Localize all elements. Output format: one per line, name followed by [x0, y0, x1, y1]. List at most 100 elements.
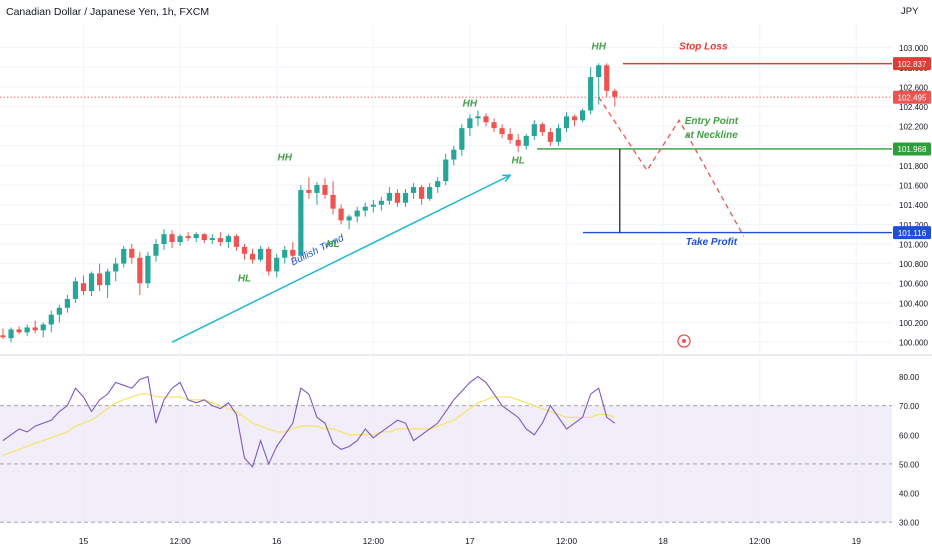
annotation-label: Stop Loss	[679, 42, 728, 53]
candle-body	[402, 192, 409, 203]
candle-body	[394, 192, 401, 203]
candle-body	[378, 200, 384, 205]
price-tick-label: 102.600	[899, 83, 928, 92]
candle-body	[596, 65, 602, 78]
current-price-label: 102.495	[898, 93, 927, 102]
price-tag	[893, 226, 931, 240]
price-tick-label: 102.200	[899, 123, 928, 132]
time-tick-label: 19	[852, 536, 862, 546]
target-marker-dot	[682, 339, 686, 343]
candle-body	[475, 116, 481, 119]
price-tag-label: 101.968	[898, 145, 927, 154]
price-tick-label: 101.600	[899, 182, 928, 191]
candle-body	[539, 124, 545, 133]
candle-body	[604, 65, 610, 91]
candle-body	[515, 139, 521, 146]
price-tag	[893, 90, 931, 104]
candle-body	[137, 257, 143, 284]
price-tag-label: 101.116	[898, 229, 927, 238]
candle-body	[177, 236, 183, 243]
axes: 103.000102.800102.600102.400102.200102.0…	[79, 44, 931, 546]
candle-body	[354, 210, 360, 217]
price-tick-label: 103.000	[899, 44, 928, 53]
time-tick-label: 12:00	[556, 536, 578, 546]
chart-title: Canadian Dollar / Japanese Yen, 1h, FXCM	[6, 6, 209, 18]
candle-body	[258, 248, 264, 260]
candle-body	[547, 132, 553, 142]
candle-body	[97, 273, 103, 286]
candle-body	[32, 327, 38, 331]
candle-body	[153, 243, 159, 256]
price-tick-label: 101.200	[899, 221, 928, 230]
candle-body	[249, 253, 256, 260]
candle-body	[282, 249, 288, 258]
candle-body	[72, 281, 79, 299]
price-tag-label: 102.837	[898, 60, 927, 69]
candle-body	[241, 246, 248, 254]
candle-body	[266, 248, 272, 272]
candle-body	[64, 298, 70, 308]
candle-body	[16, 329, 22, 333]
price-tag	[893, 142, 931, 156]
candle-body	[129, 248, 135, 258]
time-tick-label: 18	[658, 536, 668, 546]
candle-body	[507, 134, 513, 140]
annotation-label: HL	[238, 273, 251, 284]
time-tick-label: 12:00	[363, 536, 385, 546]
candle-body	[48, 314, 54, 325]
candle-body	[443, 159, 449, 182]
candles	[0, 63, 618, 343]
currency-label: JPY	[901, 6, 919, 17]
annotation-label: HL	[326, 239, 339, 250]
price-tick-label: 100.200	[899, 319, 928, 328]
candle-body	[588, 77, 594, 111]
price-tick-label: 100.000	[899, 339, 928, 348]
candle-body	[555, 128, 562, 142]
price-tick-label: 101.400	[899, 201, 928, 210]
candle-body	[105, 271, 111, 286]
candle-body	[274, 257, 280, 272]
candle-body	[563, 116, 570, 129]
candle-body	[330, 194, 336, 209]
candle-body	[201, 234, 207, 241]
annotation-label: HH	[278, 153, 293, 164]
target-marker	[677, 334, 691, 348]
candle-body	[314, 185, 320, 193]
rsi-tick-label: 50.00	[899, 460, 920, 469]
rsi-tick-label: 40.00	[899, 490, 920, 499]
candle-body	[209, 238, 215, 241]
trend-line	[171, 174, 511, 343]
annotation-label: HH	[463, 99, 478, 110]
annotation-label: Take Profit	[686, 237, 738, 248]
annotation-label: HH	[591, 42, 606, 53]
candle-body	[531, 124, 537, 136]
rsi-ma-line	[2, 393, 615, 456]
candle-body	[467, 118, 473, 129]
candle-body	[435, 181, 441, 188]
rsi-tick-label: 30.00	[899, 519, 920, 528]
rsi-panel	[0, 375, 892, 523]
candle-body	[346, 216, 352, 221]
annotation-label: Entry Point	[685, 116, 739, 127]
candle-body	[451, 149, 457, 160]
candle-body	[362, 206, 368, 211]
rsi-tick-label: 70.00	[899, 402, 920, 411]
rsi-line	[2, 375, 616, 468]
candle-body	[24, 327, 30, 333]
candle-body	[571, 116, 578, 121]
candle-body	[56, 307, 62, 315]
annotation-label: HL	[512, 155, 525, 166]
price-tick-label: 100.600	[899, 280, 928, 289]
candle-body	[193, 234, 199, 239]
candle-body	[410, 187, 417, 193]
candle-body	[145, 255, 151, 284]
candle-body	[612, 90, 618, 97]
candle-body	[370, 204, 376, 207]
candle-body	[419, 187, 425, 199]
price-tick-label: 101.000	[899, 240, 928, 249]
candle-body	[491, 122, 497, 129]
time-tick-label: 12:00	[749, 536, 771, 546]
candle-body	[233, 236, 240, 247]
